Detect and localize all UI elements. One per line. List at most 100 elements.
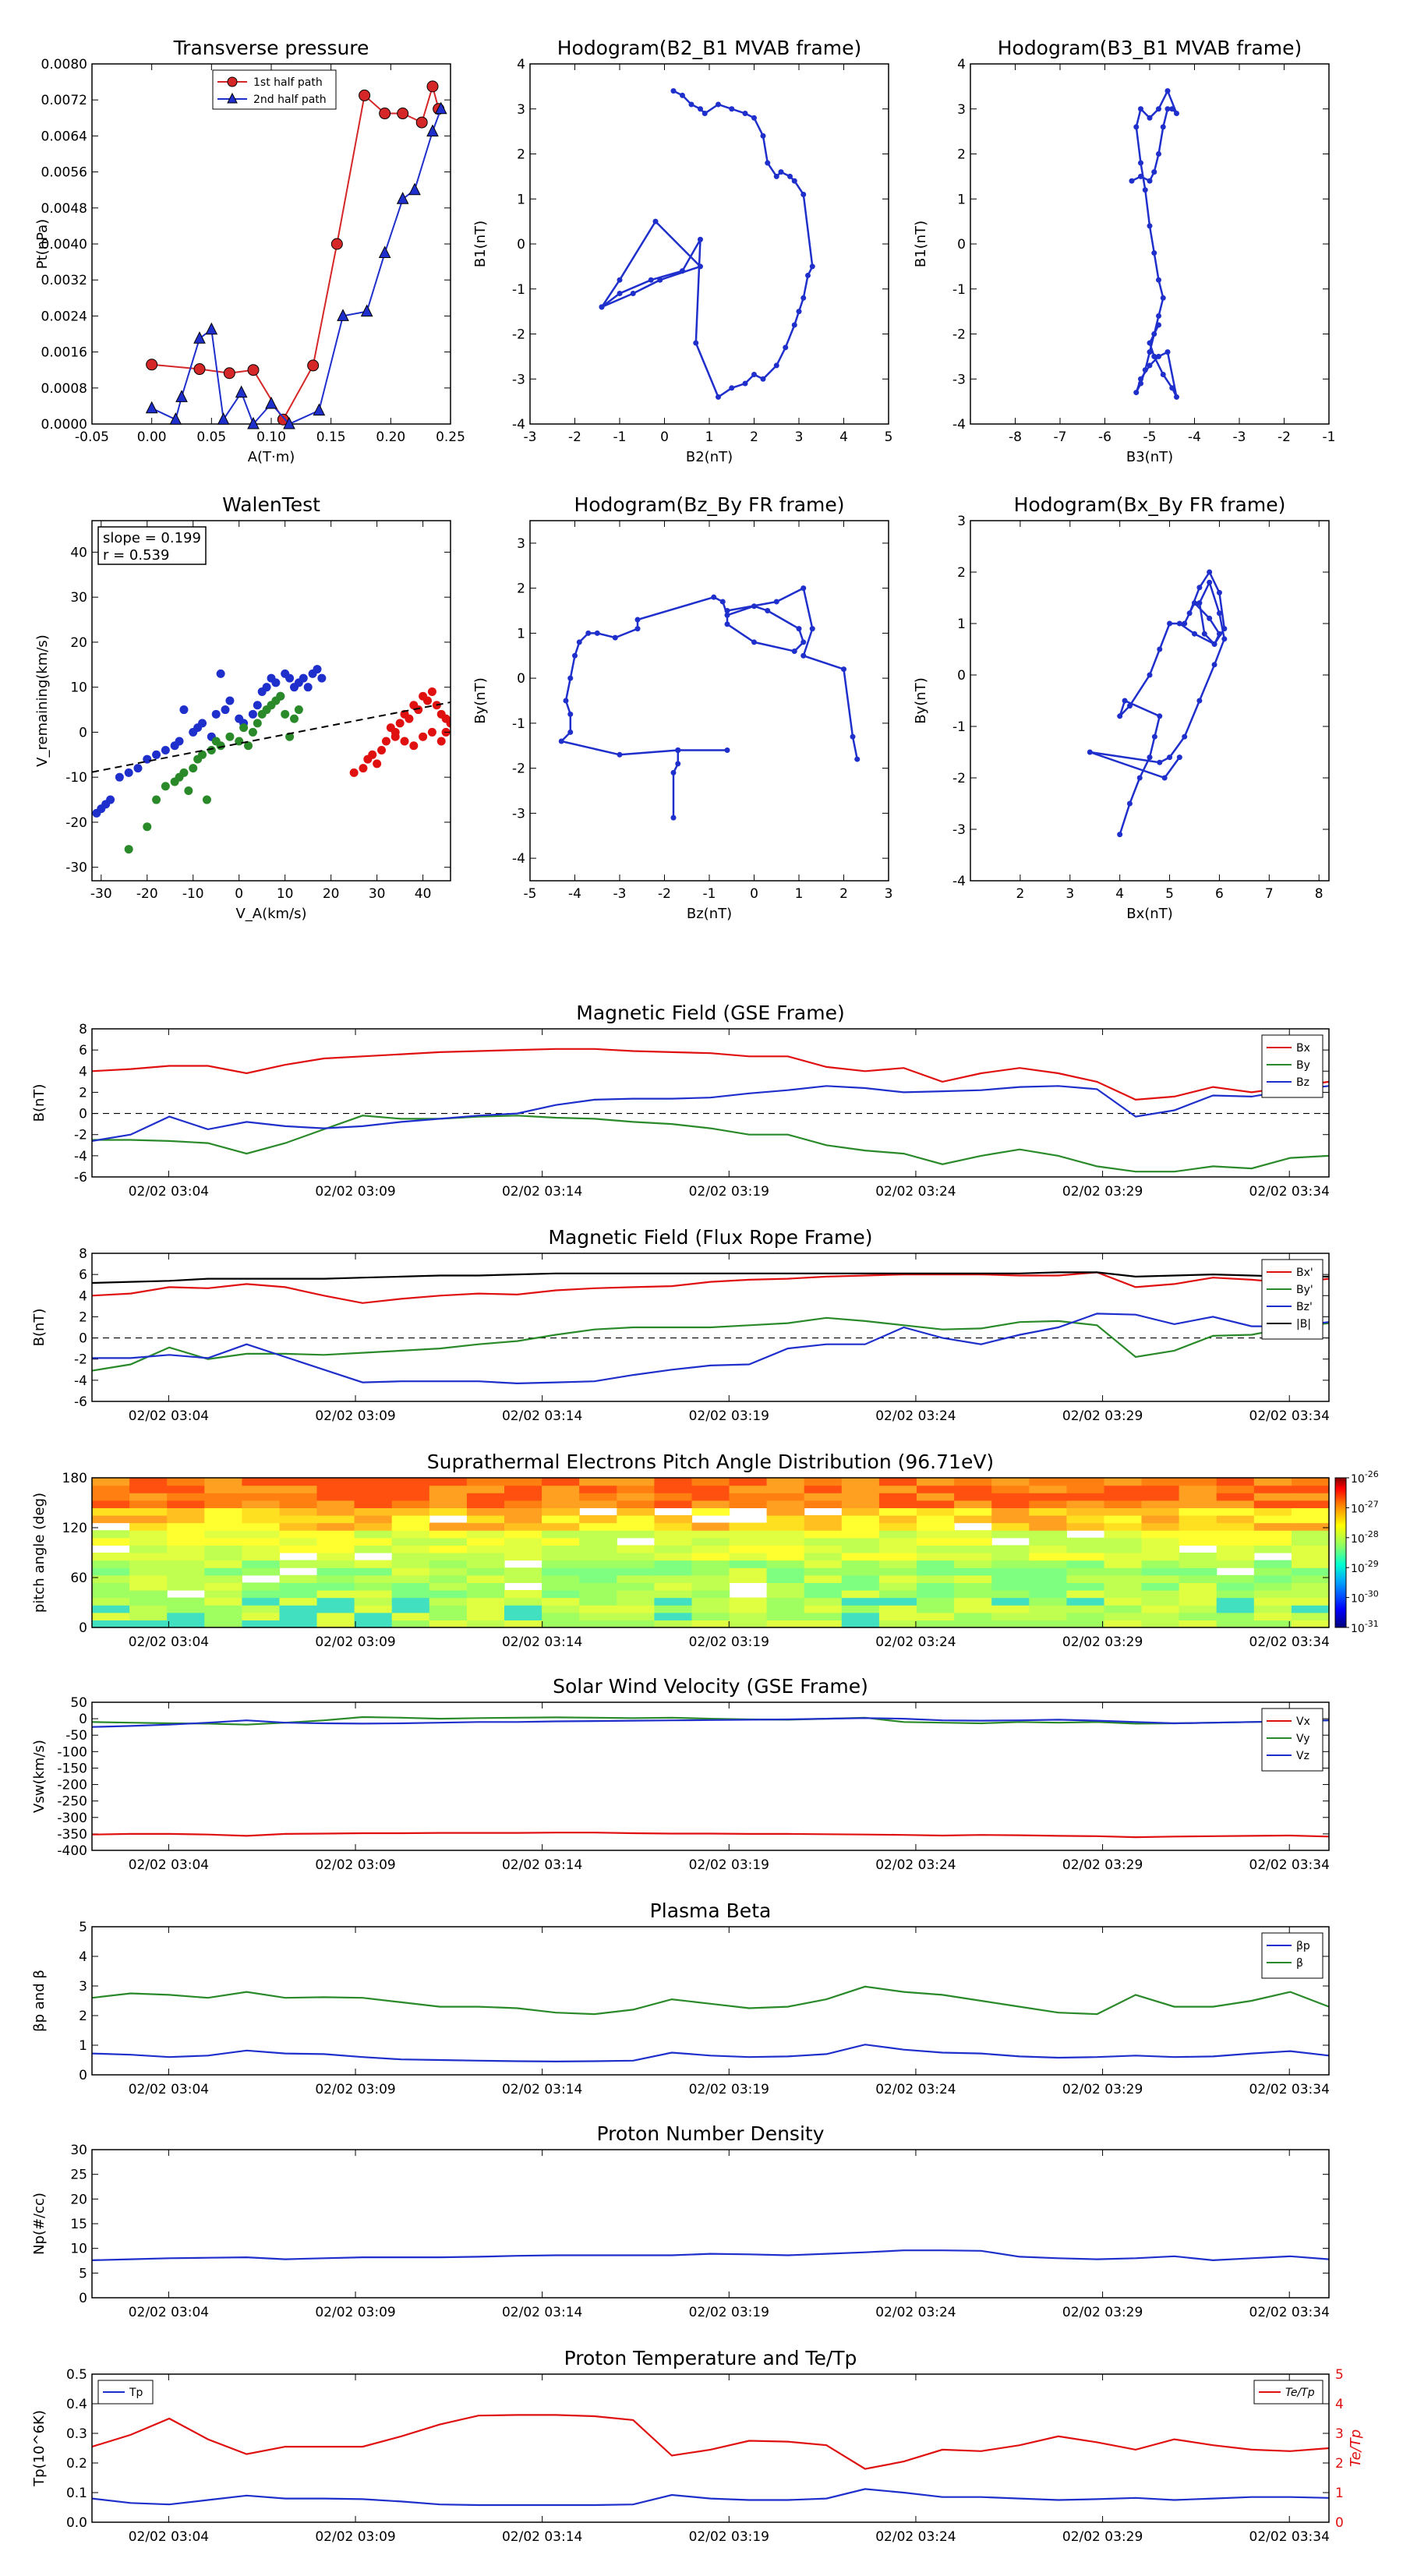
- y-tick-label: 30: [70, 590, 87, 606]
- scatter-point: [414, 705, 423, 715]
- heatmap-cell: [542, 1620, 580, 1628]
- y2-tick-label: 5: [1335, 2367, 1344, 2383]
- data-point: [283, 416, 295, 429]
- y-tick-label: -6: [74, 1394, 87, 1410]
- heatmap-cell: [766, 1560, 805, 1568]
- heatmap-cell: [878, 1567, 917, 1576]
- y-tick-label: -4: [74, 1149, 87, 1164]
- chart-title: WalenTest: [222, 493, 320, 516]
- colorbar-exponent: -29: [1365, 1559, 1379, 1569]
- y-tick-label: -4: [512, 417, 525, 433]
- x-tick-label: -4: [568, 886, 581, 902]
- data-point: [146, 359, 158, 371]
- heatmap-cell: [691, 1574, 730, 1583]
- heatmap-cell: [1179, 1605, 1217, 1613]
- heatmap-cell: [429, 1553, 468, 1561]
- heatmap-cell: [1253, 1537, 1292, 1546]
- y-tick-label: -4: [952, 417, 966, 433]
- heatmap-cell: [1216, 1515, 1255, 1524]
- y-tick-label: -1: [952, 719, 966, 735]
- heatmap-cell: [804, 1545, 843, 1553]
- heatmap-cell: [729, 1530, 768, 1539]
- heatmap-cell: [691, 1612, 730, 1620]
- x-tick-label: -3: [613, 886, 627, 902]
- x-axis-label: V_A(km/s): [235, 906, 306, 922]
- plot-frame: [91, 63, 451, 425]
- heatmap-cell: [954, 1590, 992, 1599]
- y-tick-label: 2: [79, 1085, 87, 1101]
- x-axis-label: A(T·m): [248, 449, 295, 465]
- heatmap-cell: [617, 1567, 655, 1576]
- scatter-point: [299, 673, 308, 683]
- heatmap-cell: [129, 1530, 168, 1539]
- heatmap-cell: [617, 1500, 655, 1508]
- data-point: [634, 617, 641, 623]
- scatter-point: [198, 750, 207, 759]
- heatmap-cell: [1253, 1530, 1292, 1539]
- panel-vsw: Solar Wind Velocity (GSE Frame) 02/02 03:…: [31, 1675, 1330, 1873]
- x-tick-label: 02/02 03:09: [315, 1184, 395, 1200]
- colorbar-label: 10-30: [1351, 1589, 1379, 1606]
- data-point: [1156, 151, 1161, 157]
- heatmap-cell: [729, 1612, 768, 1620]
- y-tick-label: 0: [957, 237, 966, 253]
- heatmap-cell: [316, 1567, 355, 1576]
- y-tick-label: -4: [74, 1373, 87, 1389]
- heatmap-cell: [954, 1582, 992, 1591]
- heatmap-cell: [841, 1493, 880, 1501]
- heatmap-cell: [504, 1574, 542, 1583]
- heatmap-cell: [279, 1522, 318, 1531]
- heatmap-cell: [354, 1612, 393, 1620]
- heatmap-cell: [654, 1605, 693, 1613]
- x-tick-label: 0: [235, 886, 243, 902]
- heatmap-cell: [1253, 1478, 1292, 1486]
- y-tick-label: 10: [70, 2242, 87, 2257]
- x-tick-label: 0: [750, 886, 758, 902]
- heatmap-cell: [579, 1522, 617, 1531]
- heatmap-cell: [167, 1500, 205, 1508]
- data-point: [1174, 394, 1179, 400]
- x-axis-label: Bz(nT): [687, 906, 732, 922]
- y-tick-label: -2: [512, 327, 525, 343]
- heatmap-cell: [917, 1493, 955, 1501]
- data-point: [617, 751, 623, 758]
- heatmap-cell: [204, 1485, 242, 1493]
- x-tick-label: 02/02 03:19: [689, 2305, 769, 2320]
- heatmap-cell: [167, 1545, 205, 1553]
- heatmap-cell: [954, 1537, 992, 1546]
- data-point: [313, 403, 326, 416]
- heatmap-cell: [1104, 1530, 1143, 1539]
- heatmap-cell: [92, 1605, 130, 1613]
- heatmap-cells: [92, 1478, 1330, 1628]
- heatmap-cell: [204, 1515, 242, 1524]
- x-tick-label: 3: [795, 429, 804, 445]
- x-tick-label: -1: [1323, 429, 1336, 445]
- heatmap-cell: [804, 1605, 843, 1613]
- data-point: [1122, 698, 1128, 704]
- heatmap-cell: [429, 1597, 468, 1606]
- heatmap-cell: [804, 1612, 843, 1620]
- heatmap-cell: [954, 1545, 992, 1553]
- heatmap-cell: [92, 1620, 130, 1628]
- data-point: [217, 412, 230, 425]
- heatmap-cell: [1029, 1493, 1067, 1501]
- heatmap-cell: [804, 1620, 843, 1628]
- scatter-point: [253, 701, 262, 710]
- y-tick-label: -4: [512, 851, 525, 867]
- data-point: [247, 416, 260, 429]
- heatmap-cell: [579, 1537, 617, 1546]
- scatter-point: [115, 772, 124, 782]
- heatmap-cell: [542, 1553, 580, 1561]
- x-tick-label: 0.10: [256, 429, 286, 445]
- heatmap-cell: [354, 1590, 393, 1599]
- data-point: [1182, 620, 1188, 627]
- data-point: [751, 371, 757, 377]
- scatter-point: [285, 673, 295, 683]
- heatmap-cell: [841, 1515, 880, 1524]
- x-tick-label: 02/02 03:29: [1062, 1634, 1143, 1650]
- heatmap-cell: [1253, 1560, 1292, 1568]
- heatmap-cell: [1291, 1590, 1330, 1599]
- heatmap-cell: [1141, 1515, 1180, 1524]
- heatmap-cell: [279, 1574, 318, 1583]
- heatmap-cell: [391, 1620, 430, 1628]
